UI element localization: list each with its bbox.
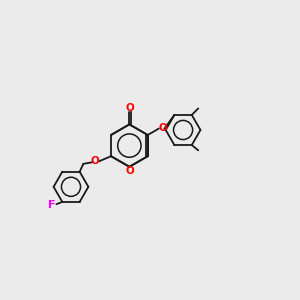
Text: O: O xyxy=(159,123,167,133)
Text: O: O xyxy=(90,156,99,166)
Text: F: F xyxy=(48,200,56,210)
Text: O: O xyxy=(125,167,134,176)
Text: O: O xyxy=(125,103,134,113)
